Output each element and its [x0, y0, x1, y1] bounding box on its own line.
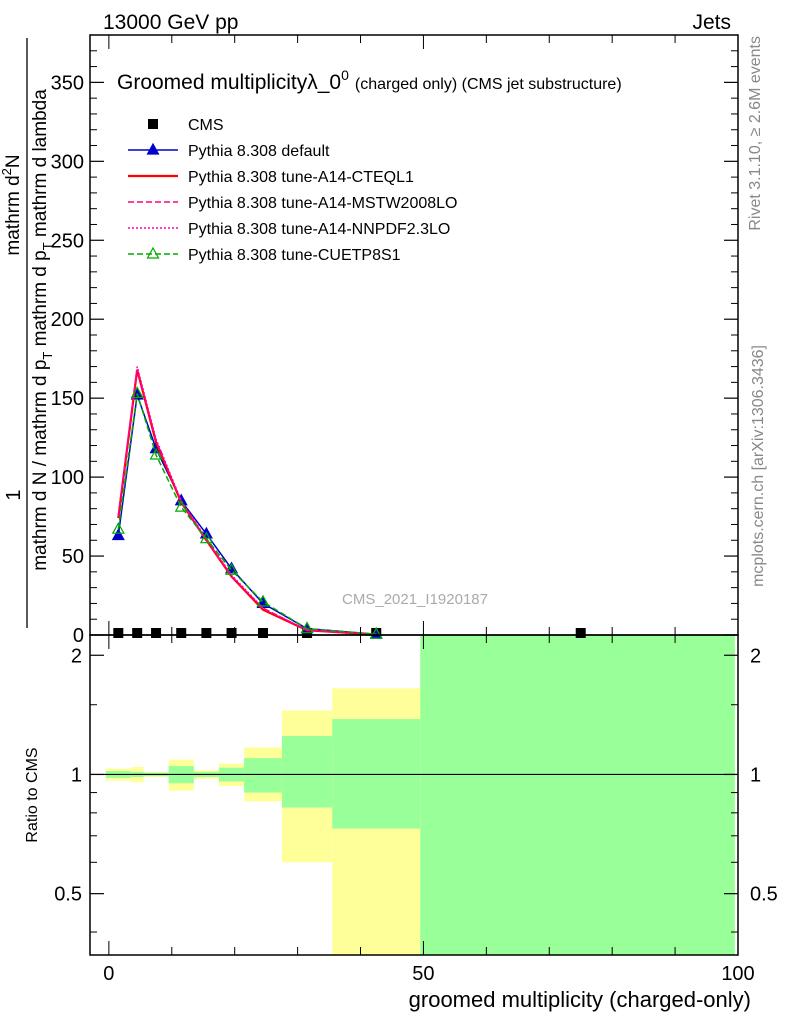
ratio-tick-label-right-2: 2: [750, 645, 761, 667]
legend: CMS Pythia 8.308 default Pythia 8.308 tune…: [128, 117, 457, 264]
y-tick-label-3: 150: [51, 388, 84, 410]
cms-point-3: [176, 628, 187, 638]
y-tick-label-0: 0: [73, 625, 84, 647]
x-tick-label-1: 50: [412, 963, 434, 985]
ratio-tick-label-right-0: 0.5: [750, 884, 778, 906]
series-5-point-6: [256, 594, 270, 607]
y-label-denominator-sub2: T: [40, 242, 55, 250]
series-line-2: [117, 369, 377, 636]
ratio-stat-band-9: [420, 635, 735, 955]
ratio-stat-band-6: [244, 758, 282, 793]
y-label-numerator-tail: N: [3, 154, 24, 168]
x-tick-label-0: 0: [103, 963, 114, 985]
chart-title-suffix: (charged only) (CMS jet substructure): [355, 76, 622, 93]
ratio-tick-label-right-1: 1: [750, 764, 761, 786]
y-tick-label-1: 50: [62, 546, 84, 568]
header-left: 13000 GeV pp: [103, 11, 238, 34]
header-right: Jets: [692, 11, 731, 34]
ratio-stat-band-8: [332, 719, 421, 829]
ratio-y-axis-label: Ratio to CMS: [24, 747, 41, 842]
chart-title-main: Groomed multiplicityλ_0: [117, 71, 341, 94]
legend-label-4: Pythia 8.308 tune-A14-NNPDF2.3LO: [188, 221, 450, 238]
series-line-3: [117, 369, 377, 636]
x-axis-label: groomed multiplicity (charged-only): [409, 987, 751, 1012]
cms-point-0: [113, 628, 124, 638]
series-1-point-0: [111, 528, 125, 541]
series-5-point-4: [199, 531, 213, 544]
series-5-point-1: [130, 386, 144, 399]
rivet-label: Rivet 3.1.10, ≥ 2.6M events: [747, 36, 764, 231]
chart-title-sup: 0: [341, 67, 349, 83]
series-5-point-3: [174, 499, 188, 512]
cms-point-4: [201, 628, 212, 638]
y-tick-label-5: 250: [51, 230, 84, 252]
ratio-panel-frame: [89, 634, 739, 956]
series-5-point-2: [149, 447, 163, 460]
legend-label-1: Pythia 8.308 default: [188, 143, 330, 160]
y-label-denominator-main: mathrm d N / mathrm d p: [30, 360, 51, 571]
top-y-axis-label: 1 mathrm d2N mathrm d N / mathrm d pT ma…: [0, 38, 55, 628]
ratio-axis-ticks: 0.5 0.5 1 1 2 2: [54, 645, 778, 933]
top-series: [111, 366, 586, 639]
x-axis-ticks: 0 50 100: [103, 35, 755, 985]
x-tick-label-2: 100: [721, 963, 754, 985]
series-line-5: [117, 393, 377, 635]
legend-label-0: CMS: [188, 117, 224, 134]
series-5-point-7: [300, 621, 314, 634]
y-label-denominator-tail2: mathrm d lambda: [30, 89, 51, 243]
cms-point-2: [151, 628, 162, 638]
ratio-tick-label-left-2: 2: [71, 645, 82, 667]
legend-marker-1: [146, 142, 160, 155]
ratio-bands: [105, 635, 735, 955]
legend-label-2: Pythia 8.308 tune-A14-CTEQL1: [188, 169, 414, 186]
y-tick-label-7: 350: [51, 72, 84, 94]
y-tick-label-2: 100: [51, 467, 84, 489]
cms-point-5: [226, 628, 237, 638]
series-5-point-8: [369, 626, 383, 639]
cms-point-9: [575, 628, 586, 638]
chart-title: Groomed multiplicityλ_00 (charged only) (…: [117, 67, 622, 94]
series-line-1: [117, 394, 377, 635]
y-label-denominator: mathrm d N / mathrm d pT mathrm d pT mat…: [30, 89, 55, 571]
mcplots-label: mcplots.cern.ch [arXiv:1306.3436]: [750, 345, 767, 587]
legend-label-3: Pythia 8.308 tune-A14-MSTW2008LO: [188, 195, 457, 212]
y-tick-label-4: 200: [51, 309, 84, 331]
ratio-tick-label-left-1: 1: [71, 764, 82, 786]
ratio-tick-label-left-0: 0.5: [54, 884, 82, 906]
legend-marker-0: [148, 119, 158, 129]
y-label-denominator-tail: mathrm d p: [30, 250, 51, 351]
y-tick-label-6: 300: [51, 151, 84, 173]
cms-point-6: [258, 628, 269, 638]
y-label-numerator-main: mathrm d: [3, 175, 24, 255]
y-label-one: 1: [3, 489, 25, 500]
y-label-numerator: mathrm d2N: [0, 154, 24, 255]
series-5-point-0: [111, 521, 125, 534]
y-label-denominator-sub: T: [40, 352, 55, 360]
series-5-point-5: [225, 563, 239, 575]
ratio-stat-band-7: [281, 736, 333, 808]
cms-point-1: [132, 628, 143, 638]
legend-marker-5: [146, 246, 160, 259]
legend-label-5: Pythia 8.308 tune-CUETP8S1: [188, 247, 401, 264]
watermark: CMS_2021_I1920187: [342, 591, 488, 608]
top-axis-ticks: 0 50 100 150 200 250 300 350: [51, 34, 738, 647]
y-label-numerator-sup: 2: [0, 168, 14, 175]
